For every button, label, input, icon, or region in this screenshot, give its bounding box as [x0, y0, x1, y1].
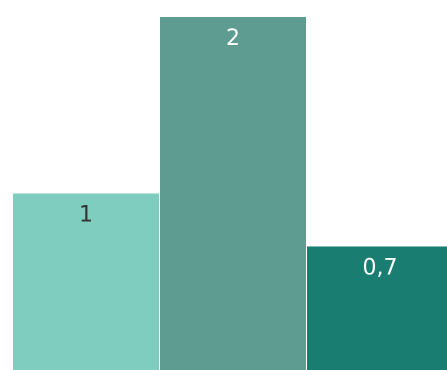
- bar-1: [13, 193, 159, 370]
- bars-group: [13, 17, 447, 370]
- bar-3: [307, 246, 447, 370]
- data-label-2: 2: [226, 26, 240, 51]
- data-label-1: 1: [79, 203, 93, 228]
- data-labels-group: 120,7: [79, 26, 398, 280]
- data-label-3: 0,7: [363, 255, 398, 280]
- bar-2: [160, 17, 306, 370]
